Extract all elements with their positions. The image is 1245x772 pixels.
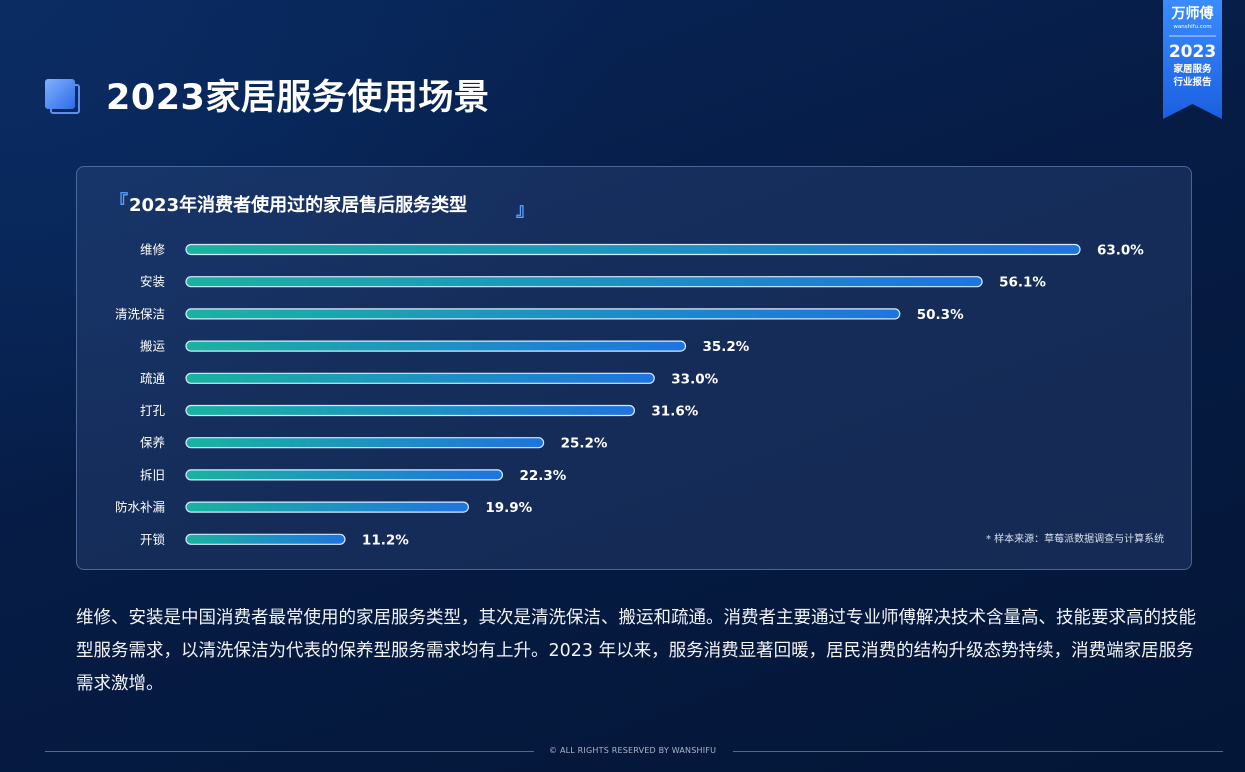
bar bbox=[185, 533, 346, 545]
badge-brand: 万师傅 bbox=[1171, 6, 1214, 22]
ribbon-icon bbox=[1163, 0, 1222, 119]
bar bbox=[185, 308, 901, 320]
category-label: 拆旧 bbox=[140, 467, 165, 482]
footer-divider-left bbox=[45, 751, 534, 752]
category-label: 打孔 bbox=[140, 403, 166, 418]
value-label: 63.0% bbox=[1097, 243, 1144, 259]
page-title: 2023家居服务使用场景 bbox=[106, 78, 490, 118]
title-square-icon bbox=[45, 79, 83, 117]
bar bbox=[185, 340, 687, 352]
value-label: 33.0% bbox=[671, 371, 718, 387]
chart-title: 2023年消费者使用过的家居售后服务类型 bbox=[129, 195, 468, 216]
title-open-bracket: 『 bbox=[110, 192, 128, 213]
value-label: 35.2% bbox=[703, 339, 750, 355]
value-label: 31.6% bbox=[651, 404, 698, 420]
badge-year: 2023 bbox=[1168, 42, 1217, 62]
title-icon-fill bbox=[45, 79, 75, 109]
bar bbox=[185, 501, 469, 513]
bar bbox=[185, 372, 655, 384]
value-label: 50.3% bbox=[917, 307, 964, 323]
category-label: 疏通 bbox=[140, 371, 166, 386]
value-label: 22.3% bbox=[519, 468, 566, 484]
value-label: 19.9% bbox=[485, 500, 532, 516]
description-text: 维修、安装是中国消费者最常使用的家居服务类型，其次是清洗保洁、搬运和疏通。消费者… bbox=[76, 608, 1196, 694]
category-label: 保养 bbox=[140, 435, 165, 450]
title-close-bracket: 』 bbox=[516, 200, 534, 221]
category-label: 维修 bbox=[140, 242, 166, 257]
bar bbox=[185, 276, 983, 288]
footer-copyright: © ALL RIGHTS RESERVED BY WANSHIFU bbox=[549, 746, 717, 755]
category-label: 安装 bbox=[140, 274, 165, 289]
category-label: 开锁 bbox=[140, 532, 166, 547]
category-label: 防水补漏 bbox=[115, 500, 165, 515]
badge-url: wanshifu.com bbox=[1173, 24, 1212, 30]
value-label: 25.2% bbox=[561, 436, 608, 452]
bar bbox=[185, 469, 504, 481]
category-label: 清洗保洁 bbox=[115, 306, 165, 321]
value-label: 11.2% bbox=[362, 532, 409, 548]
bar bbox=[185, 437, 545, 449]
source-note: * 样本来源：草莓派数据调查与计算系统 bbox=[986, 534, 1165, 545]
value-label: 56.1% bbox=[999, 275, 1046, 291]
bar bbox=[185, 404, 636, 417]
bar bbox=[185, 243, 1081, 256]
badge-line-1: 家居服务 bbox=[1173, 64, 1212, 75]
report-badge: 万师傅 wanshifu.com 2023 家居服务 行业报告 bbox=[1163, 0, 1222, 119]
badge-line-2: 行业报告 bbox=[1173, 77, 1212, 88]
category-label: 搬运 bbox=[140, 339, 166, 354]
footer-divider-right bbox=[733, 751, 1223, 752]
